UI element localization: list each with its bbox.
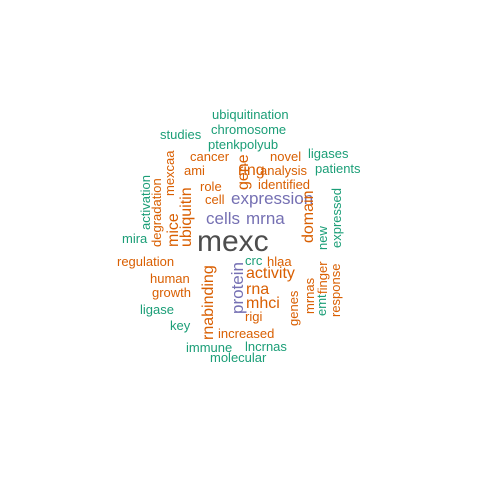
word-novel: novel (270, 149, 301, 164)
word-mira: mira (122, 231, 148, 246)
word-ptenkpolyub: ptenkpolyub (208, 137, 278, 152)
word-rigi: rigi (245, 309, 262, 324)
word-molecular: molecular (210, 350, 267, 365)
word-key: key (170, 318, 191, 333)
word-rnabinding: rnabinding (200, 265, 217, 340)
word-increased: increased (218, 326, 274, 341)
word-studies: studies (160, 127, 202, 142)
word-rna: rna (246, 281, 269, 298)
word-mice: mice (165, 213, 182, 247)
word-activation: activation (138, 175, 153, 230)
word-mhci: mhci (246, 295, 280, 312)
word-hlaa: hlaa (267, 254, 292, 269)
word-expressed: expressed (329, 188, 344, 248)
word-cells: cells (206, 209, 240, 228)
word-mexcaa: mexcaa (162, 150, 177, 196)
word-patients: patients (315, 161, 361, 176)
word-growth: growth (152, 285, 191, 300)
word-ring: ring (238, 162, 265, 179)
word-ligases: ligases (308, 146, 349, 161)
word-crc: crc (245, 253, 263, 268)
word-immune: immune (186, 340, 232, 355)
word-gene: gene (235, 154, 252, 190)
word-regulation: regulation (117, 254, 174, 269)
word-mexc: mexc (197, 225, 269, 258)
word-mrna: mrna (246, 209, 285, 228)
word-finger: finger (315, 261, 330, 294)
word-ami: ami (184, 163, 205, 178)
word-ubiquitination: ubiquitination (212, 107, 289, 122)
word-new: new (315, 226, 330, 250)
word-human: human (150, 271, 190, 286)
word-expression: expression (231, 189, 313, 208)
word-ubiquitin: ubiquitin (178, 187, 195, 247)
word-identified: identified (258, 177, 310, 192)
word-chromosome: chromosome (211, 122, 286, 137)
word-emt: emt (314, 294, 329, 316)
word-cancer: cancer (190, 149, 230, 164)
word-cell: cell (205, 192, 225, 207)
word-activity: activity (246, 265, 295, 282)
word-role: role (200, 179, 222, 194)
word-lncrnas: lncrnas (245, 339, 287, 354)
word-ligase: ligase (140, 302, 174, 317)
word-protein: protein (228, 262, 247, 314)
word-response: response (328, 264, 343, 317)
word-genes: genes (286, 290, 301, 326)
word-domain: domain (300, 191, 317, 243)
word-degradation: degradation (149, 178, 164, 247)
word-mrnas: mrnas (302, 277, 317, 314)
word-analysis: analysis (260, 163, 307, 178)
